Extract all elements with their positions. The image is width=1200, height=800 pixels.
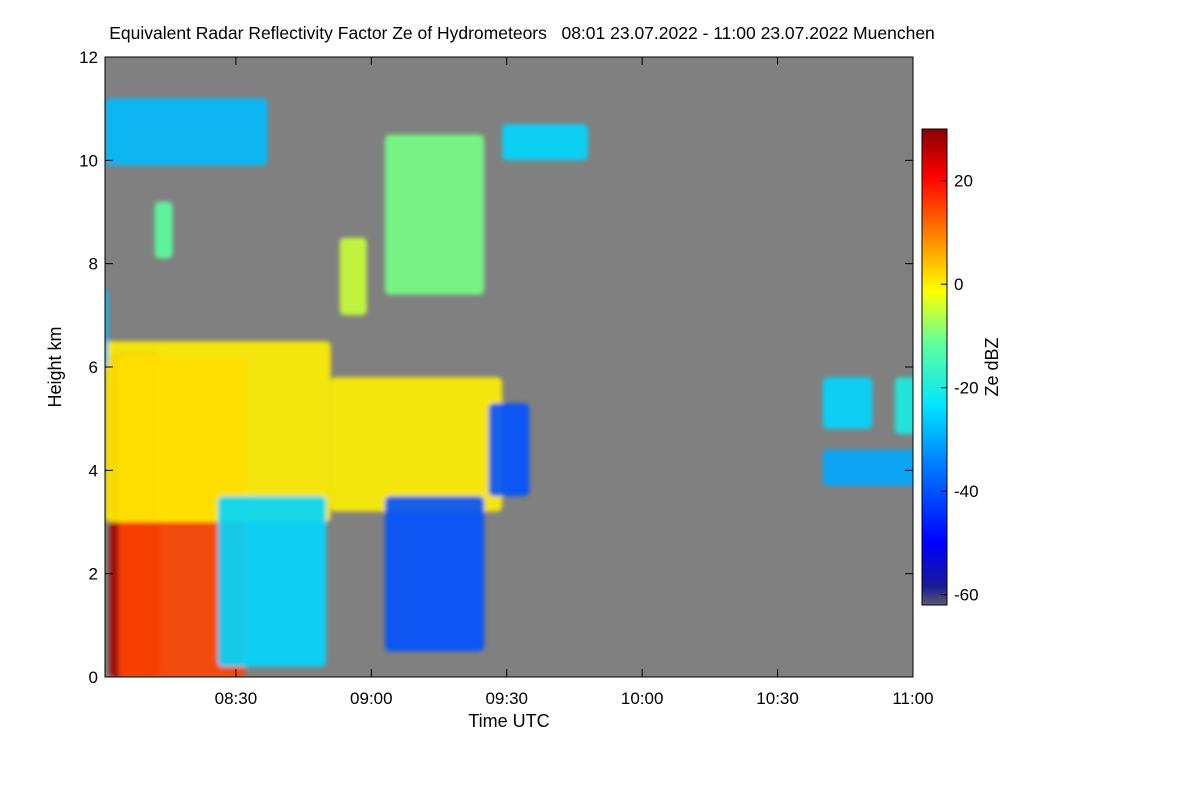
echo-region-8 bbox=[384, 496, 485, 652]
x-tick-label: 11:00 bbox=[892, 689, 933, 708]
echo-region-9 bbox=[384, 134, 485, 295]
chart-title: Equivalent Radar Reflectivity Factor Ze … bbox=[109, 23, 935, 43]
echo-region-4 bbox=[105, 289, 108, 367]
colorbar-tick-label: -20 bbox=[954, 379, 979, 398]
echo-regions bbox=[105, 98, 913, 677]
colorbar bbox=[921, 128, 948, 606]
echo-region-13 bbox=[822, 377, 873, 429]
x-axis: 08:30 09:00 09:30 10:00 10:30 11:00 bbox=[215, 57, 934, 708]
y-tick-label: 6 bbox=[89, 358, 98, 377]
echo-region-2 bbox=[105, 341, 331, 522]
colorbar-ticks: 20 0 -20 -40 -60 bbox=[941, 172, 979, 605]
y-tick-label: 12 bbox=[79, 48, 98, 67]
y-tick-label: 4 bbox=[89, 461, 98, 480]
echo-region-11 bbox=[488, 403, 530, 497]
echo-region-12 bbox=[502, 124, 588, 161]
y-axis: 0 2 4 6 8 10 12 bbox=[79, 48, 913, 687]
colorbar-tick-label: -60 bbox=[954, 586, 979, 605]
echo-region-6 bbox=[154, 201, 173, 259]
colorbar-label: Ze dBZ bbox=[982, 337, 1002, 396]
x-axis-label: Time UTC bbox=[468, 711, 549, 731]
colorbar-tick-label: -40 bbox=[954, 482, 979, 501]
y-tick-label: 10 bbox=[79, 151, 98, 170]
x-tick-label: 10:30 bbox=[756, 689, 799, 708]
y-axis-label: Height km bbox=[45, 326, 65, 407]
y-tick-label: 8 bbox=[89, 255, 98, 274]
x-tick-label: 08:30 bbox=[215, 689, 258, 708]
echo-region-14 bbox=[822, 449, 913, 486]
y-tick-label: 2 bbox=[89, 565, 98, 584]
echo-region-5 bbox=[105, 98, 268, 166]
echo-region-3 bbox=[217, 496, 327, 667]
y-tick-label: 0 bbox=[89, 668, 98, 687]
colorbar-tick-label: 0 bbox=[954, 275, 963, 294]
x-tick-label: 10:00 bbox=[621, 689, 664, 708]
echo-region-15 bbox=[894, 377, 913, 435]
colorbar-tick-label: 20 bbox=[954, 172, 973, 191]
x-tick-label: 09:30 bbox=[485, 689, 528, 708]
x-tick-label: 09:00 bbox=[350, 689, 393, 708]
echo-region-10 bbox=[339, 237, 367, 316]
echo-region-7 bbox=[330, 377, 503, 512]
